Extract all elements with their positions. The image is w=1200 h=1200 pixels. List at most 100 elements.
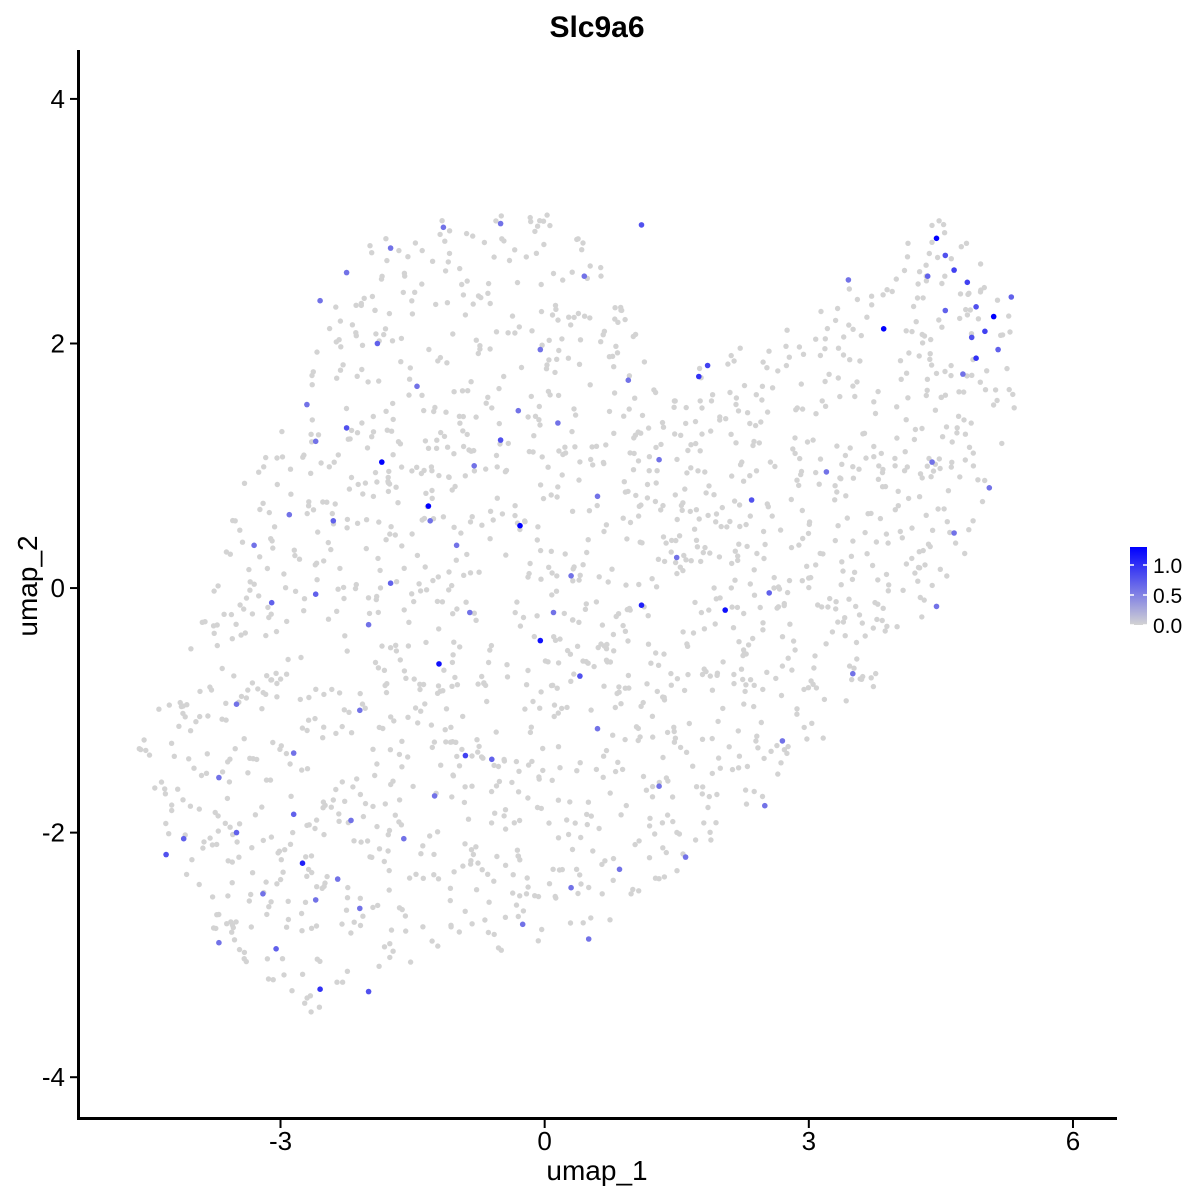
- cell-point-background: [249, 680, 256, 686]
- cell-point-background: [138, 746, 144, 753]
- cell-point-background: [432, 404, 438, 411]
- cell-point-background: [461, 572, 467, 578]
- cell-point-background: [729, 766, 736, 773]
- cell-point-background: [713, 596, 719, 602]
- cell-point-background: [287, 466, 294, 472]
- cell-point-background: [493, 329, 500, 335]
- cell-point-background: [846, 322, 852, 328]
- cell-point-background: [593, 599, 600, 605]
- cell-point-background: [949, 459, 955, 465]
- cell-point-background: [618, 812, 624, 818]
- cell-point-background: [661, 651, 667, 657]
- cell-point-background: [409, 468, 415, 474]
- cell-point-background: [754, 733, 760, 739]
- cell-point-background: [388, 524, 394, 530]
- cell-point-background: [180, 703, 186, 709]
- cell-point-background: [579, 247, 585, 253]
- cell-point-background: [938, 394, 945, 401]
- cell-point-background: [486, 899, 492, 905]
- cell-point-background: [300, 454, 306, 460]
- cell-point-background: [975, 316, 982, 322]
- cell-point-background: [834, 443, 840, 449]
- cell-point-background: [215, 828, 221, 834]
- cell-point-background: [754, 550, 760, 557]
- cell-point-background: [693, 784, 700, 790]
- cell-point-background: [939, 434, 946, 440]
- cell-point-background: [927, 356, 933, 362]
- cell-point-background: [620, 515, 626, 521]
- cell-point-background: [582, 606, 589, 612]
- cell-point-background: [236, 854, 242, 860]
- cell-point-background: [905, 240, 911, 246]
- cell-point-background: [708, 837, 714, 843]
- cell-point-background: [731, 498, 738, 504]
- cell-point-background: [274, 455, 280, 461]
- cell-point-expressing: [273, 946, 279, 952]
- cell-point-background: [427, 833, 433, 839]
- cell-point-background: [903, 417, 909, 423]
- cell-point-background: [502, 826, 509, 832]
- cell-point-background: [241, 949, 248, 956]
- cell-point-background: [215, 813, 221, 819]
- cell-point-background: [961, 417, 967, 423]
- cell-point-background: [585, 537, 591, 543]
- cell-point-background: [757, 604, 763, 611]
- cell-point-expressing: [924, 273, 931, 280]
- cell-point-background: [740, 478, 747, 484]
- cell-point-background: [189, 857, 195, 863]
- cell-point-background: [439, 218, 445, 224]
- cell-point-background: [152, 785, 158, 791]
- cell-point-expressing: [414, 383, 420, 390]
- cell-point-background: [469, 514, 475, 520]
- cell-point-expressing: [973, 355, 979, 362]
- cell-point-background: [279, 956, 286, 962]
- cell-point-background: [933, 370, 940, 377]
- cell-point-background: [337, 367, 344, 373]
- cell-point-background: [796, 542, 802, 548]
- cell-point-background: [224, 795, 231, 802]
- cell-point-background: [224, 921, 230, 927]
- cell-point-background: [912, 570, 918, 576]
- cell-point-expressing: [519, 921, 526, 928]
- cell-point-background: [386, 827, 393, 834]
- cell-point-background: [706, 607, 712, 613]
- cell-point-background: [923, 262, 929, 268]
- cell-point-background: [469, 783, 475, 789]
- cell-point-background: [313, 686, 319, 692]
- cell-point-background: [384, 681, 390, 687]
- cell-point-background: [353, 333, 359, 339]
- cell-point-background: [909, 555, 915, 562]
- cell-point-background: [631, 450, 637, 457]
- cell-point-background: [755, 745, 761, 751]
- cell-point-background: [304, 873, 310, 879]
- cell-point-background: [384, 427, 390, 433]
- x-axis: -3 0 3 6: [78, 1117, 1117, 1156]
- cell-point-background: [635, 458, 642, 464]
- cell-point-background: [732, 548, 738, 554]
- cell-point-background: [735, 553, 741, 559]
- cell-point-background: [587, 315, 593, 321]
- cell-point-background: [552, 369, 558, 376]
- cell-point-background: [589, 444, 595, 450]
- cell-point-background: [535, 938, 541, 944]
- cell-point-background: [485, 280, 492, 287]
- cell-point-background: [963, 306, 969, 313]
- cell-point-background: [357, 922, 364, 929]
- cell-point-background: [487, 536, 493, 542]
- cell-point-background: [471, 468, 478, 474]
- cell-point-background: [554, 356, 560, 362]
- cell-point-background: [546, 820, 552, 826]
- cell-point-background: [583, 658, 589, 665]
- cell-point-background: [305, 866, 312, 873]
- cell-point-background: [199, 619, 205, 625]
- cell-point-background: [622, 685, 628, 691]
- cell-point-background: [792, 450, 798, 457]
- cell-point-background: [423, 587, 430, 593]
- cell-point-background: [687, 508, 693, 515]
- cell-point-background: [423, 490, 429, 496]
- cell-point-background: [409, 531, 415, 537]
- cell-point-background: [751, 567, 757, 573]
- cell-point-background: [429, 468, 435, 474]
- cell-point-background: [412, 705, 419, 711]
- cell-point-background: [386, 887, 392, 893]
